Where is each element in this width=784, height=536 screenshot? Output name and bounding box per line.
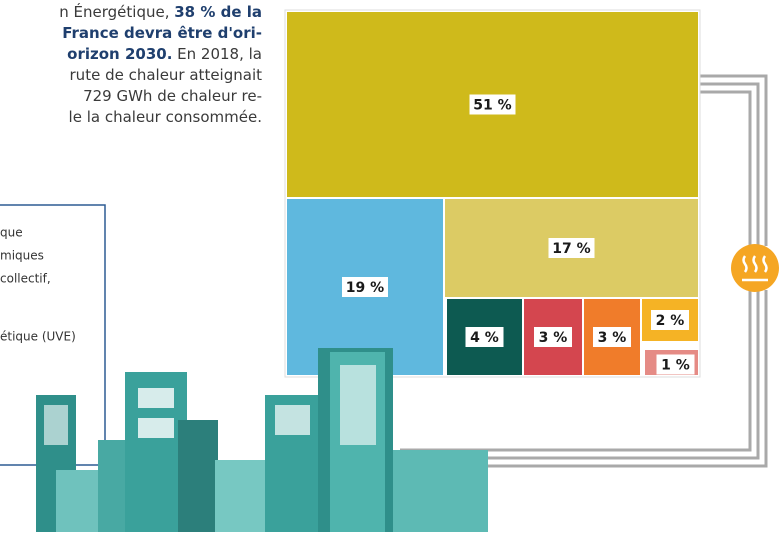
intro-text: n Énergétique, <box>59 2 174 21</box>
legend-line: collectif, <box>0 272 51 286</box>
intro-line: le la chaleur consommée. <box>69 108 262 126</box>
label-box <box>534 327 572 347</box>
connector <box>400 74 768 468</box>
heat-icon <box>731 244 779 292</box>
value-label: 17 % <box>552 241 590 257</box>
intro-text: rute de chaleur atteignait <box>70 66 263 84</box>
intro-line: rute de chaleur atteignait <box>70 66 263 84</box>
label-box <box>469 94 516 115</box>
label-box <box>342 277 388 297</box>
treemap: 51 % 19 % 17 % 4 % 3 % 3 % 2 % 1 % <box>284 9 701 378</box>
intro-line: n Énergétique, 38 % de la <box>59 2 262 21</box>
legend-line: miques <box>0 249 44 263</box>
value-label: 1 % <box>661 358 690 374</box>
label-box <box>651 310 689 330</box>
legend-line: que <box>0 226 23 240</box>
label-box <box>656 354 695 375</box>
intro-bold: France devra être d'ori- <box>62 24 262 42</box>
intro-bold: 38 % de la <box>174 3 262 21</box>
intro-text: 729 GWh de chaleur re- <box>83 87 262 105</box>
value-label: 51 % <box>473 98 511 114</box>
intro-bold: orizon 2030. <box>67 45 172 63</box>
intro-line: 729 GWh de chaleur re- <box>83 87 262 105</box>
intro-text: En 2018, la <box>172 45 262 63</box>
heat-icon-waves <box>742 255 768 282</box>
label-box <box>548 238 595 258</box>
label-box <box>465 327 504 347</box>
value-label: 3 % <box>539 330 568 346</box>
value-label: 2 % <box>656 313 685 329</box>
value-label: 3 % <box>598 330 627 346</box>
legend-line: étique (UVE) <box>0 330 76 344</box>
buildings <box>36 348 488 532</box>
value-label: 19 % <box>346 280 384 296</box>
intro-line: France devra être d'ori- <box>62 24 262 42</box>
intro-line: orizon 2030. En 2018, la <box>67 45 262 63</box>
label-box <box>593 327 631 347</box>
intro-text: le la chaleur consommée. <box>69 108 262 126</box>
value-label: 4 % <box>470 330 499 346</box>
